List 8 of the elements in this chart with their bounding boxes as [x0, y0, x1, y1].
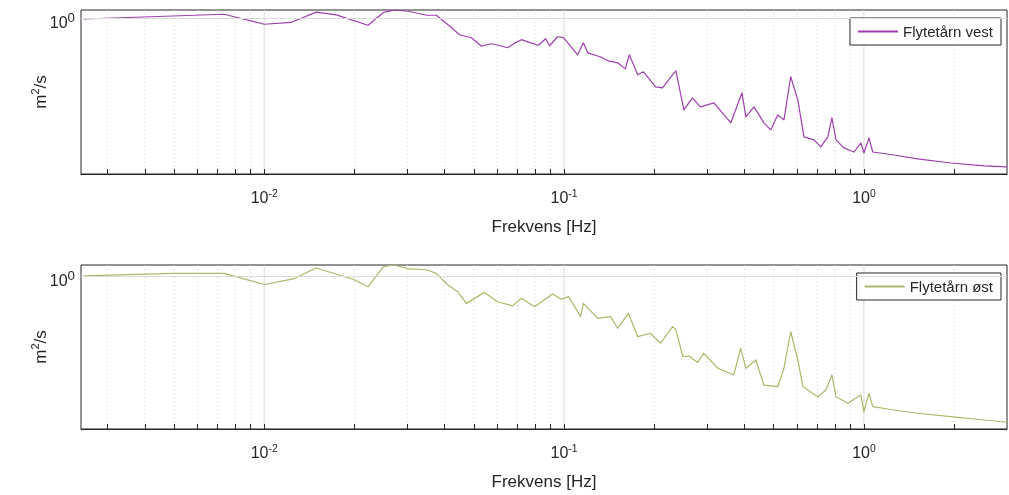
text: 10$^{0}$ — [49, 9, 75, 34]
x-axis-title: Frekvens [Hz] — [491, 217, 597, 236]
y-axis-title: m2/s — [29, 330, 50, 364]
y-axis-title: m2/s — [29, 75, 50, 109]
legend-label: Flytetårn øst — [909, 278, 994, 295]
x-axis-title: Frekvens [Hz] — [491, 472, 597, 491]
legend-label: Flytetårn vest — [902, 23, 994, 40]
text: 10$^{0}$ — [49, 267, 75, 292]
